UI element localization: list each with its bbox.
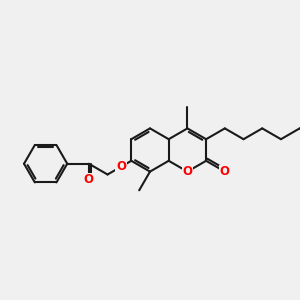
Text: O: O bbox=[220, 165, 230, 178]
Text: O: O bbox=[116, 160, 126, 173]
Text: O: O bbox=[84, 173, 94, 186]
Text: O: O bbox=[182, 165, 192, 178]
